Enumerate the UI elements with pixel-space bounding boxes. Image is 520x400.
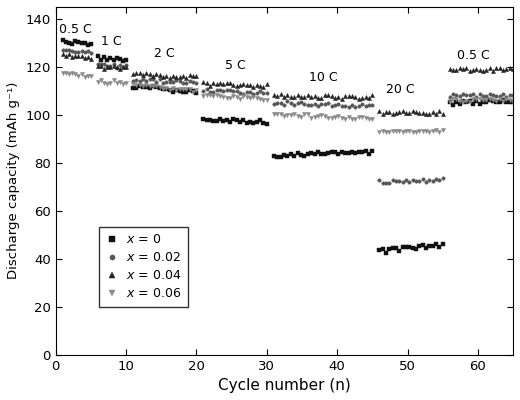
$x$ = 0.02: [359, 102, 365, 107]
$x$ = 0.04: [180, 74, 186, 79]
$x$ = 0.04: [510, 66, 516, 71]
Text: 0.5 C: 0.5 C: [457, 49, 489, 62]
Text: 5 C: 5 C: [225, 59, 245, 72]
Line: $x$ = 0.02: $x$ = 0.02: [61, 48, 515, 185]
$x$ = 0.02: [399, 180, 406, 185]
$x$ = 0.02: [60, 47, 66, 52]
Text: 2 C: 2 C: [154, 47, 175, 60]
$x$ = 0.02: [510, 92, 516, 97]
$x$ = 0.06: [294, 114, 301, 118]
$x$ = 0.04: [393, 111, 399, 116]
$x$ = 0.06: [416, 129, 422, 134]
$x$ = 0.02: [66, 47, 72, 52]
$x$ = 0.06: [250, 94, 256, 99]
$x$ = 0.06: [510, 99, 516, 104]
Line: $x$ = 0: $x$ = 0: [61, 38, 515, 254]
$x$ = 0: [416, 244, 422, 249]
Y-axis label: Discharge capacity (mAh g⁻¹): Discharge capacity (mAh g⁻¹): [7, 82, 20, 280]
$x$ = 0.06: [356, 114, 362, 119]
Text: 20 C: 20 C: [386, 83, 415, 96]
$x$ = 0: [250, 120, 256, 125]
$x$ = 0.04: [250, 84, 256, 89]
$x$ = 0: [60, 38, 66, 42]
Line: $x$ = 0.04: $x$ = 0.04: [61, 52, 515, 116]
$x$ = 0: [396, 248, 402, 253]
Line: $x$ = 0.06: $x$ = 0.06: [61, 71, 515, 134]
$x$ = 0: [356, 150, 362, 154]
$x$ = 0.02: [254, 91, 260, 96]
$x$ = 0.04: [413, 110, 419, 114]
Text: 1 C: 1 C: [101, 35, 122, 48]
$x$ = 0.02: [184, 81, 190, 86]
$x$ = 0.04: [294, 93, 301, 98]
Text: 10 C: 10 C: [309, 71, 337, 84]
$x$ = 0.02: [298, 100, 304, 104]
Text: 0.5 C: 0.5 C: [59, 23, 92, 36]
$x$ = 0.06: [60, 70, 66, 75]
$x$ = 0.04: [426, 112, 433, 117]
X-axis label: Cycle number (n): Cycle number (n): [218, 378, 351, 393]
$x$ = 0: [294, 151, 301, 156]
$x$ = 0.06: [393, 128, 399, 133]
$x$ = 0: [180, 90, 186, 94]
$x$ = 0: [510, 99, 516, 104]
$x$ = 0: [383, 250, 389, 255]
$x$ = 0.04: [356, 96, 362, 101]
$x$ = 0.06: [413, 130, 419, 135]
$x$ = 0.06: [180, 87, 186, 92]
Legend: $x$ = 0, $x$ = 0.02, $x$ = 0.04, $x$ = 0.06: $x$ = 0, $x$ = 0.02, $x$ = 0.04, $x$ = 0…: [99, 227, 188, 307]
$x$ = 0.04: [60, 51, 66, 56]
$x$ = 0.02: [420, 177, 426, 182]
$x$ = 0.02: [383, 181, 389, 186]
